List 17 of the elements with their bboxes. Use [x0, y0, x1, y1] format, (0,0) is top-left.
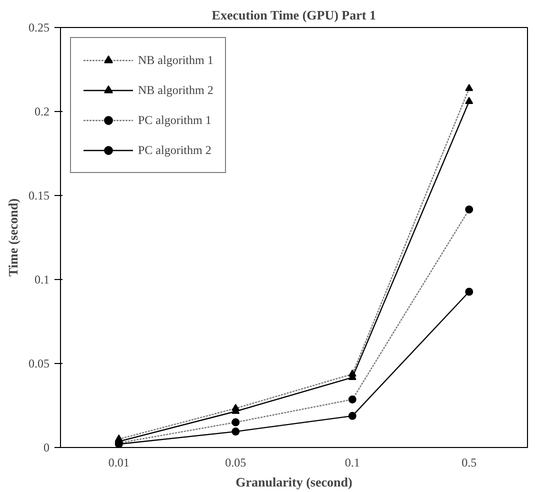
legend-label: NB algorithm 2: [138, 82, 214, 98]
y-tick-label: 0.1: [34, 272, 50, 286]
chart-title: Execution Time (GPU) Part 1: [212, 8, 376, 22]
legend-label: NB algorithm 1: [138, 52, 214, 68]
x-tick-label: 0.01: [108, 456, 130, 470]
x-tick-label: 0.1: [344, 456, 360, 470]
x-tick-label: 0.5: [462, 456, 477, 470]
y-tick-label: 0.05: [28, 356, 50, 370]
y-tick-label: 0: [44, 440, 50, 454]
legend-label: PC algorithm 2: [138, 142, 212, 158]
x-axis-title: Granularity (second): [236, 474, 352, 490]
y-tick-label: 0.25: [28, 20, 50, 34]
legend-label: PC algorithm 1: [138, 112, 212, 128]
y-axis-title: Time (second): [6, 198, 20, 277]
y-tick-label: 0.2: [34, 104, 50, 118]
x-tick-label: 0.05: [225, 456, 246, 470]
y-tick-label: 0.15: [28, 188, 50, 202]
